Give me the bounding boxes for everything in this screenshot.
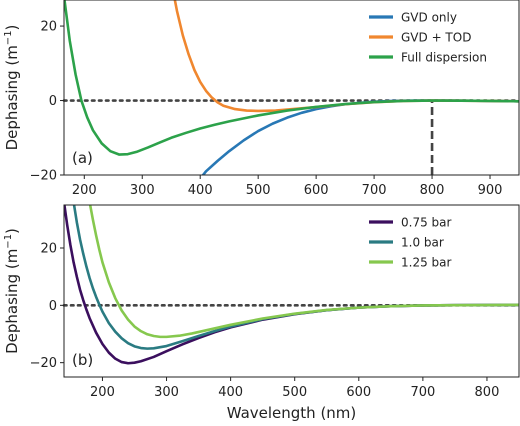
x-tick-label: 400	[188, 183, 213, 198]
x-tick-label: 600	[304, 183, 329, 198]
x-tick-label: 300	[130, 183, 155, 198]
panel-a: 200 300 400 500 600 700 800 900 −20 0 20 Dephasing …	[3, 0, 520, 198]
x-tick-label: 400	[218, 385, 243, 400]
legend-label: 0.75 bar	[401, 216, 452, 230]
series-line-gvd-only	[201, 99, 519, 175]
y-tick-label: −20	[30, 169, 57, 184]
y-tick-label: 20	[40, 20, 57, 35]
series-group	[64, 0, 519, 175]
x-tick-label: 200	[90, 385, 115, 400]
x-tick-label: 500	[246, 183, 271, 198]
y-tick-label: −20	[30, 356, 57, 371]
series-group	[64, 205, 519, 365]
y-axis-label: Dephasing (m−1)	[3, 228, 21, 354]
x-tick-label: 700	[362, 183, 387, 198]
legend-label: GVD + TOD	[401, 31, 471, 45]
y-tick-label: 0	[49, 94, 57, 109]
x-tick-label: 600	[346, 385, 371, 400]
series-line-1-0-bar	[72, 205, 519, 350]
legend-label: GVD only	[401, 11, 457, 25]
x-tick-label: 900	[478, 183, 503, 198]
x-tick-label: 700	[410, 385, 435, 400]
y-axis-label: Dephasing (m−1)	[3, 25, 21, 151]
legend-label: 1.0 bar	[401, 236, 444, 250]
y-tick-label: 20	[40, 242, 57, 257]
x-tick-label: 200	[72, 183, 97, 198]
x-tick-label: 800	[475, 385, 500, 400]
x-tick-label: 800	[420, 183, 445, 198]
panel-label: (b)	[72, 351, 93, 369]
x-tick-label: 500	[282, 385, 307, 400]
panel-label: (a)	[72, 149, 93, 167]
legend-label: 1.25 bar	[401, 256, 452, 270]
series-line-full-dispersion	[64, 0, 519, 156]
y-tick-label: 0	[49, 299, 57, 314]
x-tick-label: 300	[154, 385, 179, 400]
panel-b: 200 300 400 500 600 700 800 −20 0 20 Dephasing (m−…	[3, 204, 520, 422]
legend-label: Full dispersion	[401, 51, 487, 65]
x-axis-label: Wavelength (nm)	[227, 404, 357, 422]
series-line-1-25-bar	[88, 205, 519, 339]
plot-frame	[63, 0, 520, 176]
plot-frame	[63, 204, 520, 378]
